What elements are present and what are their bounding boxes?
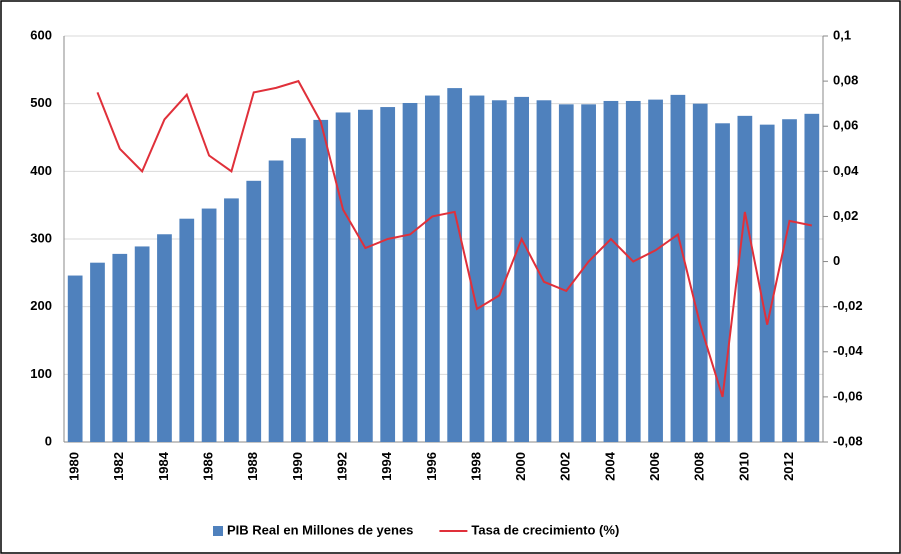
bar bbox=[625, 100, 641, 443]
y2-tick-label: 0,04 bbox=[833, 163, 859, 178]
y-tick-label: 300 bbox=[30, 230, 52, 245]
y-tick-label: 500 bbox=[30, 95, 52, 110]
bar bbox=[112, 253, 128, 442]
bar bbox=[157, 234, 172, 442]
y2-tick-label: -0,02 bbox=[833, 298, 863, 313]
bar bbox=[670, 94, 686, 443]
bar bbox=[224, 198, 239, 442]
x-tick-label: 1992 bbox=[334, 452, 349, 481]
bar bbox=[179, 218, 195, 442]
bar bbox=[90, 262, 105, 442]
bar bbox=[201, 208, 217, 442]
bar bbox=[558, 104, 574, 443]
legend-label: Tasa de crecimiento (%) bbox=[471, 522, 619, 537]
bar bbox=[402, 102, 418, 443]
bar bbox=[424, 95, 440, 443]
x-tick-label: 1986 bbox=[201, 452, 216, 481]
bar bbox=[291, 138, 306, 442]
y2-tick-label: 0 bbox=[833, 253, 840, 268]
bar bbox=[268, 160, 284, 443]
bar bbox=[536, 100, 552, 443]
x-tick-label: 2012 bbox=[781, 452, 796, 481]
bar bbox=[648, 99, 663, 443]
y2-tick-label: -0,08 bbox=[833, 433, 863, 448]
bar bbox=[380, 107, 396, 443]
bar bbox=[737, 115, 753, 442]
y2-tick-label: 0,1 bbox=[833, 27, 851, 42]
y-tick-label: 0 bbox=[45, 433, 52, 448]
y-tick-label: 400 bbox=[30, 163, 52, 178]
bar bbox=[134, 246, 150, 442]
bar bbox=[67, 275, 83, 442]
bar bbox=[469, 95, 485, 443]
bar bbox=[246, 180, 262, 442]
bar bbox=[603, 100, 619, 443]
x-tick-label: 1990 bbox=[290, 452, 305, 481]
x-tick-label: 1980 bbox=[67, 452, 82, 481]
x-tick-label: 2006 bbox=[647, 452, 662, 481]
x-tick-label: 1998 bbox=[468, 452, 483, 481]
bar bbox=[447, 88, 463, 442]
y2-tick-label: -0,04 bbox=[833, 343, 863, 358]
y-tick-label: 100 bbox=[30, 366, 52, 381]
bar bbox=[804, 113, 820, 443]
y-tick-label: 600 bbox=[30, 27, 52, 42]
bar bbox=[335, 112, 351, 443]
x-tick-label: 2000 bbox=[513, 452, 528, 481]
y-tick-label: 200 bbox=[30, 298, 52, 313]
x-tick-label: 1984 bbox=[156, 451, 171, 481]
y2-tick-label: 0,06 bbox=[833, 118, 858, 133]
line bbox=[96, 79, 813, 398]
bar bbox=[581, 104, 596, 443]
bar bbox=[782, 119, 797, 442]
bar bbox=[759, 124, 775, 442]
x-tick-label: 1982 bbox=[111, 452, 126, 481]
x-tick-label: 2002 bbox=[558, 452, 573, 481]
bar bbox=[313, 119, 329, 442]
x-tick-label: 2004 bbox=[602, 451, 617, 481]
bar bbox=[491, 100, 507, 443]
bar bbox=[358, 109, 373, 443]
x-tick-label: 2008 bbox=[692, 452, 707, 481]
bar bbox=[692, 103, 708, 443]
legend-swatch bbox=[213, 526, 223, 536]
bar bbox=[514, 96, 529, 443]
y2-tick-label: 0,02 bbox=[833, 208, 858, 223]
legend-label: PIB Real en Millones de yenes bbox=[227, 522, 413, 537]
x-tick-label: 1996 bbox=[424, 452, 439, 481]
y2-tick-label: -0,06 bbox=[833, 388, 863, 403]
x-tick-label: 1988 bbox=[245, 452, 260, 481]
x-tick-label: 1994 bbox=[379, 451, 394, 481]
y2-tick-label: 0,08 bbox=[833, 73, 858, 88]
x-tick-label: 2010 bbox=[736, 452, 751, 481]
